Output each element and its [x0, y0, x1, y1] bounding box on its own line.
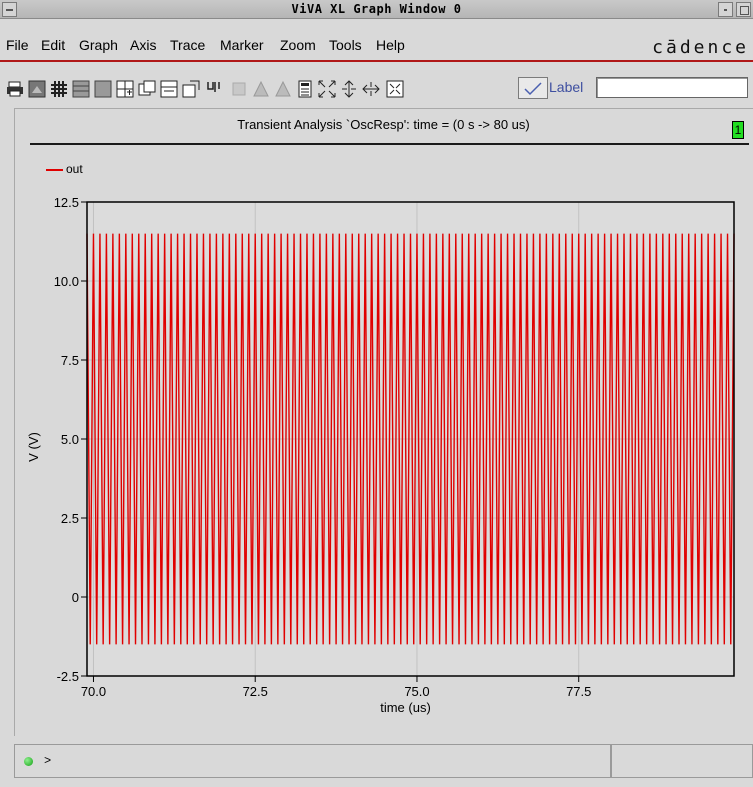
subplot-number-badge[interactable]: 1: [732, 121, 744, 139]
delete-subwindow-icon[interactable]: [160, 80, 178, 98]
status-field: [611, 744, 753, 778]
zoom-fit-icon[interactable]: [318, 80, 336, 98]
y-tick-label: 5.0: [61, 432, 79, 447]
label-toggle[interactable]: [518, 77, 548, 99]
menu-file[interactable]: File: [6, 37, 29, 53]
menu-bar: File Edit Graph Axis Trace Marker Zoom T…: [0, 19, 753, 61]
legend-swatch: [46, 168, 63, 171]
new-window-icon[interactable]: [182, 80, 200, 98]
legend-label: out: [66, 162, 83, 176]
checkmark-icon: [524, 82, 542, 96]
hardcopy-icon[interactable]: [28, 80, 46, 98]
disabled-icon: [230, 80, 248, 98]
command-prompt: >: [44, 754, 52, 768]
menu-zoom[interactable]: Zoom: [280, 37, 316, 53]
window-menu-button[interactable]: [2, 2, 17, 17]
menu-divider: [0, 60, 753, 62]
copy-subwindow-icon[interactable]: [138, 80, 156, 98]
composite-icon[interactable]: [94, 80, 112, 98]
disabled-icon: [252, 80, 270, 98]
grid-icon[interactable]: [50, 80, 68, 98]
status-indicator-icon: [24, 757, 33, 766]
menu-marker[interactable]: Marker: [220, 37, 264, 53]
menu-edit[interactable]: Edit: [41, 37, 66, 53]
zoom-y-icon[interactable]: [362, 80, 380, 98]
disabled-icon: [274, 80, 292, 98]
y-axis-label: V (V): [26, 432, 41, 462]
calculator-icon[interactable]: [296, 80, 314, 98]
menu-help[interactable]: Help: [376, 37, 405, 53]
command-line[interactable]: [14, 744, 611, 778]
subplot-divider: [30, 143, 749, 145]
x-tick-label: 72.5: [243, 684, 268, 699]
series-out-line: [86, 233, 735, 645]
minimize-button[interactable]: [718, 2, 733, 17]
waveform-chart[interactable]: 12.5 10.0 7.5 5.0 2.5 0 -2.570.0 72.5 75.0 77.5 ti…: [14, 185, 753, 738]
y-tick-label: -2.5: [57, 669, 79, 684]
label-toggle-text: Label: [549, 79, 584, 95]
window-title: ViVA XL Graph Window 0: [291, 2, 462, 16]
label-input[interactable]: [596, 77, 748, 98]
y-tick-label: 12.5: [54, 195, 79, 210]
cadence-logo: cādence: [652, 37, 749, 58]
x-tick-label: 77.5: [566, 684, 591, 699]
menu-axis[interactable]: Axis: [130, 37, 157, 53]
y-tick-label: 10.0: [54, 274, 79, 289]
x-tick-label: 75.0: [404, 684, 429, 699]
maximize-button[interactable]: [736, 2, 751, 17]
add-subwindow-icon[interactable]: [116, 80, 134, 98]
title-bar: ViVA XL Graph Window 0: [0, 0, 753, 19]
subplot-title: Transient Analysis `OscResp': time = (0 …: [237, 117, 530, 132]
menu-tools[interactable]: Tools: [329, 37, 362, 53]
label-icon[interactable]: [206, 80, 224, 98]
strip-icon[interactable]: [72, 80, 90, 98]
zoom-box-icon[interactable]: [386, 80, 404, 98]
legend[interactable]: out: [46, 162, 83, 176]
print-icon[interactable]: [6, 80, 24, 98]
menu-trace[interactable]: Trace: [170, 37, 206, 53]
menu-graph[interactable]: Graph: [79, 37, 118, 53]
x-tick-label: 70.0: [81, 684, 106, 699]
y-tick-label: 0: [72, 590, 79, 605]
y-tick-label: 2.5: [61, 511, 79, 526]
toolbar: [0, 68, 753, 102]
x-axis-label: time (us): [380, 700, 431, 715]
status-bar: [0, 739, 753, 787]
y-tick-label: 7.5: [61, 353, 79, 368]
zoom-x-icon[interactable]: [340, 80, 358, 98]
